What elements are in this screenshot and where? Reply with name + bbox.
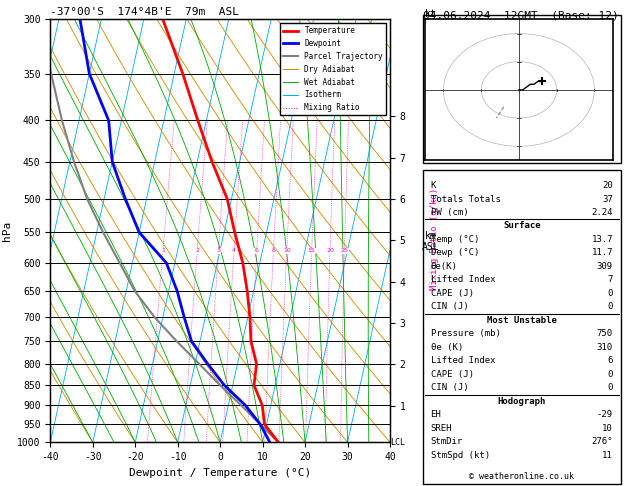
Text: 6: 6: [255, 248, 259, 254]
Y-axis label: hPa: hPa: [1, 221, 11, 241]
Text: θe(K): θe(K): [431, 262, 457, 271]
Text: kt: kt: [425, 9, 437, 19]
X-axis label: Dewpoint / Temperature (°C): Dewpoint / Temperature (°C): [129, 468, 311, 478]
Text: 0: 0: [608, 370, 613, 379]
Text: Surface: Surface: [503, 222, 540, 230]
Text: -29: -29: [597, 410, 613, 419]
Text: Lifted Index: Lifted Index: [431, 276, 495, 284]
Text: K: K: [431, 181, 436, 190]
Text: CIN (J): CIN (J): [431, 302, 468, 312]
Text: 2: 2: [195, 248, 199, 254]
Text: Most Unstable: Most Unstable: [487, 316, 557, 325]
Text: Pressure (mb): Pressure (mb): [431, 330, 501, 338]
Text: 20: 20: [602, 181, 613, 190]
Text: θe (K): θe (K): [431, 343, 463, 352]
Text: PW (cm): PW (cm): [431, 208, 468, 217]
Text: 0: 0: [608, 302, 613, 312]
Text: 25: 25: [340, 248, 348, 254]
Text: 7: 7: [608, 276, 613, 284]
Text: CAPE (J): CAPE (J): [431, 289, 474, 298]
Text: 0: 0: [608, 289, 613, 298]
Text: Lifted Index: Lifted Index: [431, 356, 495, 365]
Text: © weatheronline.co.uk: © weatheronline.co.uk: [469, 472, 574, 481]
Text: 0: 0: [608, 383, 613, 392]
Text: 13.7: 13.7: [591, 235, 613, 244]
Text: EH: EH: [431, 410, 442, 419]
Text: 8: 8: [272, 248, 276, 254]
Text: Mixing Ratio (g/kg): Mixing Ratio (g/kg): [430, 188, 438, 290]
Text: 11: 11: [602, 451, 613, 460]
Text: 2.24: 2.24: [591, 208, 613, 217]
Text: Dewp (°C): Dewp (°C): [431, 248, 479, 258]
Text: 15: 15: [308, 248, 316, 254]
Text: 3: 3: [216, 248, 220, 254]
Text: 6: 6: [608, 356, 613, 365]
Text: CAPE (J): CAPE (J): [431, 370, 474, 379]
Text: 04.06.2024  12GMT  (Base: 12): 04.06.2024 12GMT (Base: 12): [423, 11, 618, 21]
Text: 20: 20: [326, 248, 334, 254]
Text: CIN (J): CIN (J): [431, 383, 468, 392]
Text: Hodograph: Hodograph: [498, 397, 546, 406]
Text: 276°: 276°: [591, 437, 613, 446]
Text: 1: 1: [161, 248, 165, 254]
Text: 310: 310: [597, 343, 613, 352]
Y-axis label: km
ASL: km ASL: [422, 231, 440, 252]
Text: 309: 309: [597, 262, 613, 271]
Text: 11.7: 11.7: [591, 248, 613, 258]
Text: 750: 750: [597, 330, 613, 338]
Legend: Temperature, Dewpoint, Parcel Trajectory, Dry Adiabat, Wet Adiabat, Isotherm, Mi: Temperature, Dewpoint, Parcel Trajectory…: [280, 23, 386, 115]
Text: Temp (°C): Temp (°C): [431, 235, 479, 244]
Text: SREH: SREH: [431, 424, 452, 433]
Text: StmDir: StmDir: [431, 437, 463, 446]
Text: -37°00'S  174°4B'E  79m  ASL: -37°00'S 174°4B'E 79m ASL: [50, 7, 239, 17]
Text: Totals Totals: Totals Totals: [431, 194, 501, 204]
Text: StmSpd (kt): StmSpd (kt): [431, 451, 490, 460]
Text: 10: 10: [602, 424, 613, 433]
Text: 37: 37: [602, 194, 613, 204]
Text: 4: 4: [232, 248, 236, 254]
Text: LCL: LCL: [390, 438, 405, 447]
Text: 10: 10: [283, 248, 291, 254]
